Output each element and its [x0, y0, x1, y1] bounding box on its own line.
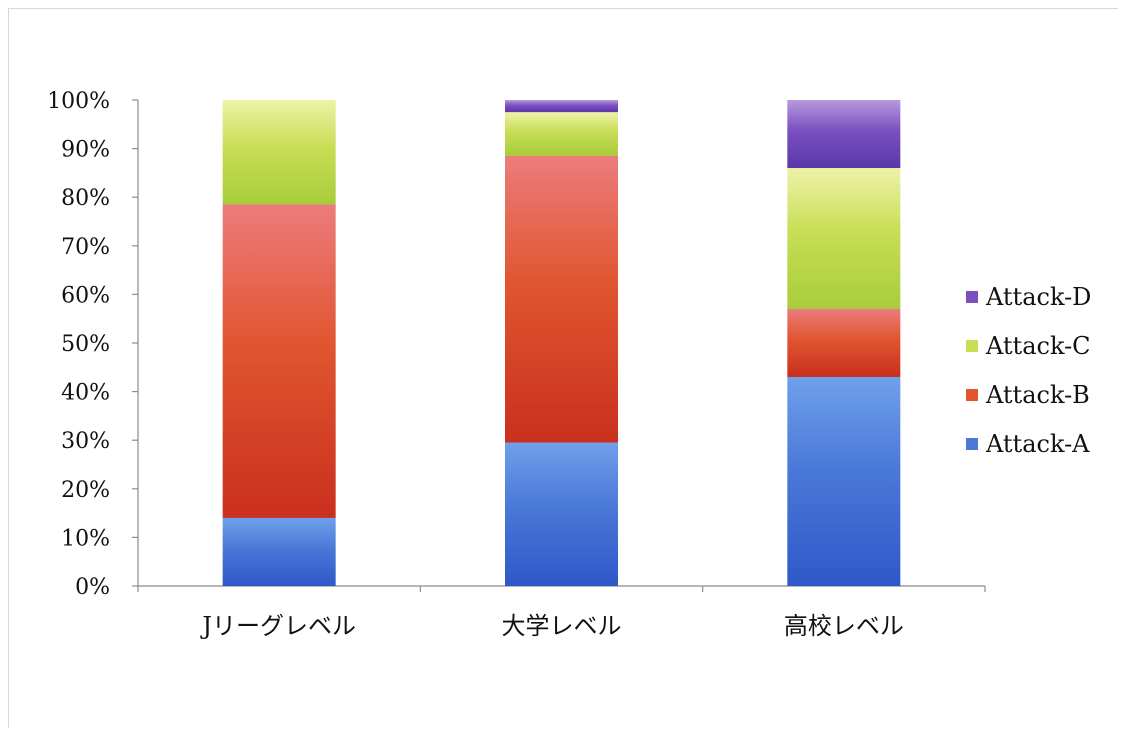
bar-segment-attack-a	[505, 442, 618, 586]
bar-segment-attack-a	[787, 377, 901, 586]
bar-segment-attack-b	[222, 204, 336, 518]
y-tick-label: 40%	[61, 381, 110, 406]
x-category-label: 大学レベル	[502, 612, 622, 640]
y-tick-label: 100%	[47, 89, 110, 114]
bar-segment-attack-d	[505, 100, 618, 113]
x-category-label: Jリーグレベル	[199, 612, 356, 640]
bar-segment-attack-b	[505, 155, 618, 443]
legend-label-attack-a: Attack-A	[985, 430, 1090, 458]
legend-swatch-attack-a	[966, 438, 978, 450]
y-tick-label: 30%	[61, 429, 110, 454]
legend-label-attack-b: Attack-B	[985, 381, 1090, 409]
y-tick-label: 60%	[61, 283, 110, 308]
y-tick-label: 10%	[61, 526, 110, 551]
legend-swatch-attack-d	[966, 291, 978, 303]
y-tick-label: 70%	[61, 235, 110, 260]
bar-segment-attack-a	[222, 517, 336, 586]
legend-swatch-attack-b	[966, 389, 978, 401]
y-tick-label: 0%	[75, 575, 110, 600]
y-tick-label: 80%	[61, 186, 110, 211]
bar-segment-attack-c	[222, 100, 336, 205]
legend-swatch-attack-c	[966, 340, 978, 352]
chart-frame	[8, 8, 1118, 728]
y-tick-label: 50%	[61, 332, 110, 357]
bar-segment-attack-b	[787, 308, 901, 378]
y-tick-label: 20%	[61, 478, 110, 503]
bar-segment-attack-c	[505, 112, 618, 156]
legend-label-attack-c: Attack-C	[985, 332, 1091, 360]
bar-segment-attack-d	[787, 100, 901, 169]
x-category-label: 高校レベル	[784, 612, 904, 640]
legend-label-attack-d: Attack-D	[985, 283, 1091, 311]
bar-segment-attack-c	[787, 168, 901, 309]
y-tick-label: 90%	[61, 138, 110, 163]
